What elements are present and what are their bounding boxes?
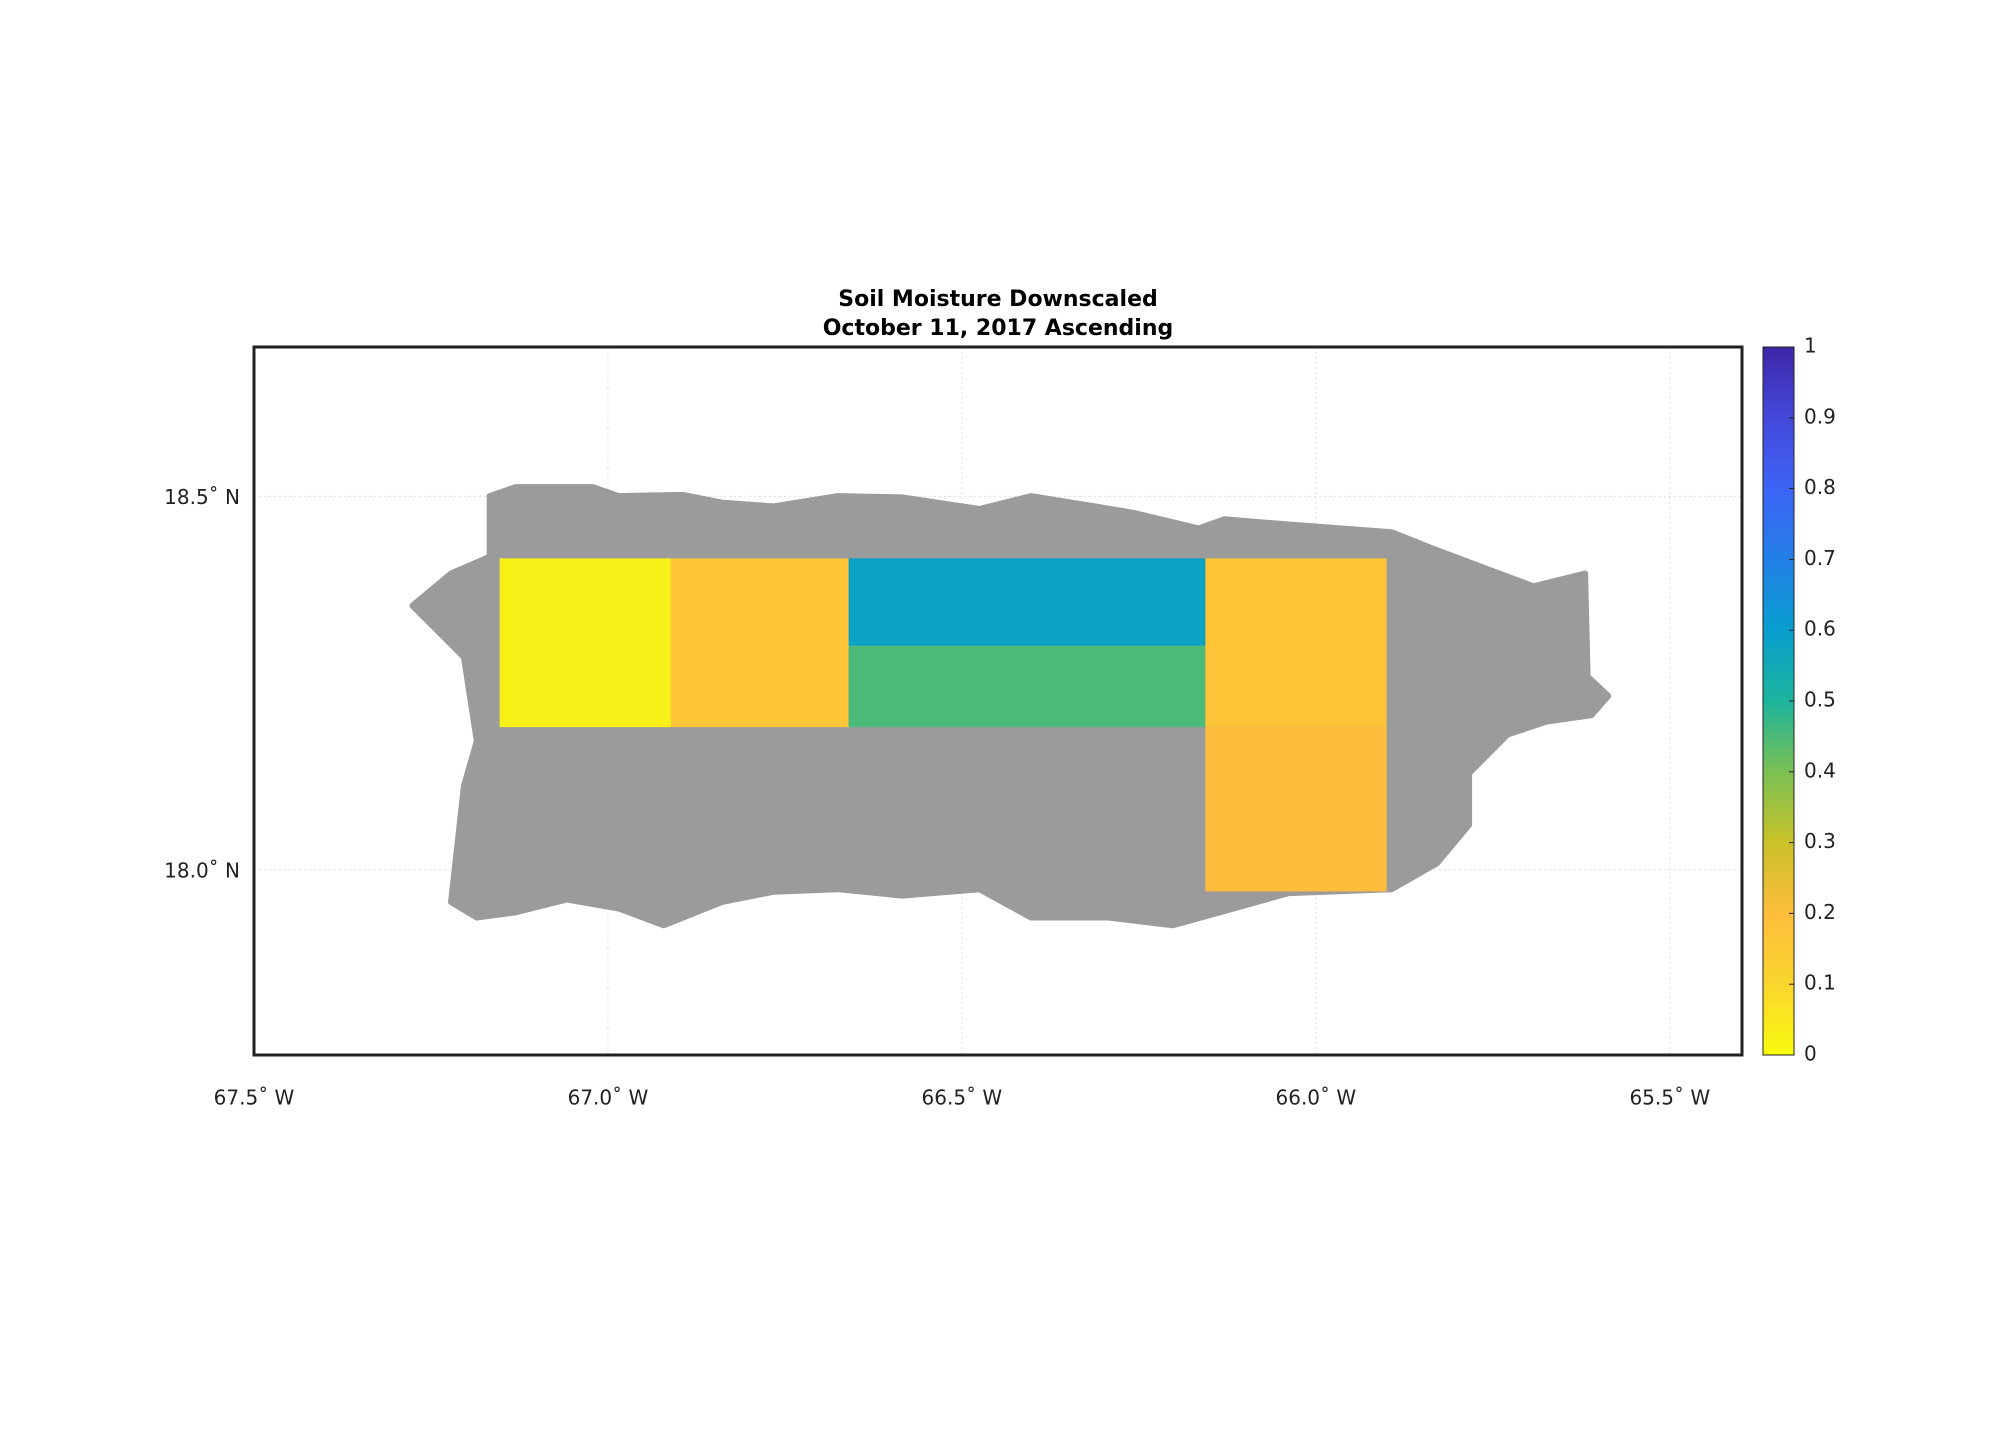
colorbar-tick-label: 0.8 — [1804, 475, 1836, 499]
x-tick-label: 66.5˚ W — [922, 1086, 1003, 1110]
colorbar-tick-label: 0.6 — [1804, 617, 1836, 641]
x-tick-label: 65.5˚ W — [1629, 1086, 1710, 1110]
soil-moisture-tile — [1205, 727, 1387, 892]
y-tick-label: 18.5˚ N — [164, 485, 240, 509]
x-tick-label: 67.5˚ W — [214, 1086, 295, 1110]
colorbar — [1762, 346, 1795, 1056]
colorbar-tick-label: 0 — [1804, 1042, 1817, 1066]
colorbar-tick-label: 0.1 — [1804, 971, 1836, 995]
tiles — [499, 558, 1387, 892]
soil-moisture-tile — [499, 558, 671, 728]
soil-moisture-tile — [848, 645, 1206, 728]
x-tick-label: 67.0˚ W — [568, 1086, 649, 1110]
colorbar-tick-label: 0.3 — [1804, 829, 1836, 853]
soil-moisture-tile — [670, 558, 849, 728]
colorbar-tick-label: 0.5 — [1804, 688, 1836, 712]
title-line: October 11, 2017 Ascending — [823, 316, 1174, 341]
colorbar-tick-label: 0.7 — [1804, 546, 1836, 570]
colorbar-tick-label: 0.4 — [1804, 758, 1836, 782]
axes-frame — [252, 345, 1744, 1057]
x-tick-label: 66.0˚ W — [1276, 1086, 1357, 1110]
title-line: Soil Moisture Downscaled — [838, 287, 1158, 312]
colorbar-tick-label: 0.9 — [1804, 404, 1836, 428]
y-tick-label: 18.0˚ N — [164, 858, 240, 882]
soil-moisture-tile — [848, 558, 1206, 646]
colorbar-tick-label: 0.2 — [1804, 900, 1836, 924]
axes: 67.5˚ W 67.0˚ W 66.5˚ W 66.0˚ W 65.5˚ W 18.0˚… — [164, 334, 1836, 1110]
colorbar-tick-label: 1 — [1804, 334, 1817, 358]
soil-moisture-tile — [1205, 558, 1387, 728]
